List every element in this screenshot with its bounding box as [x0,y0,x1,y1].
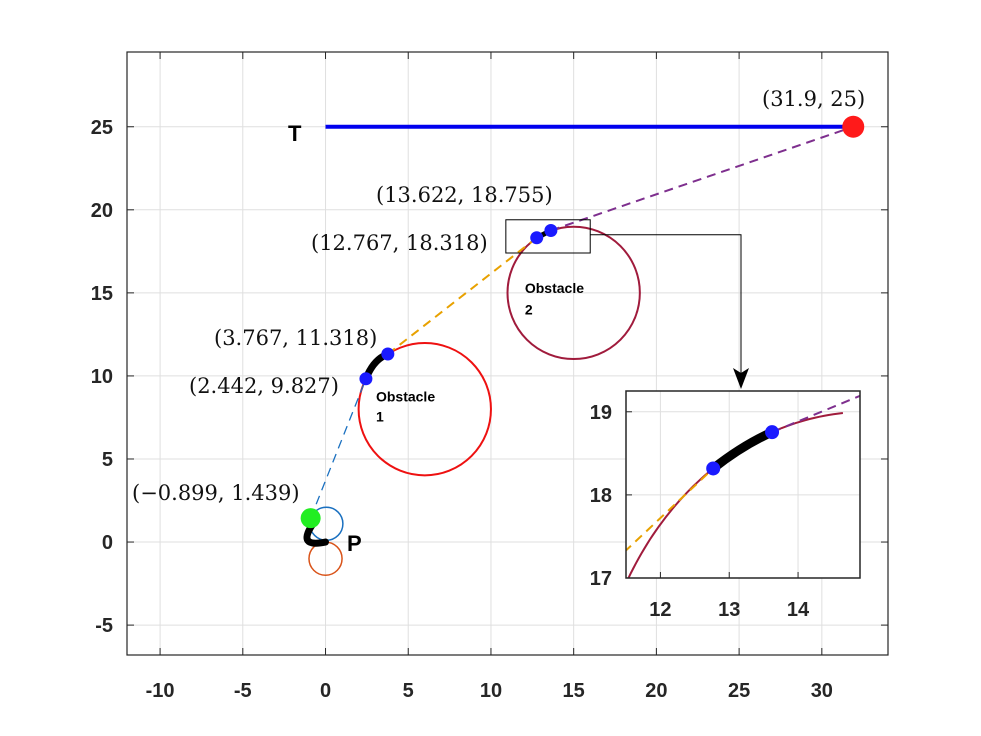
inset-y-tick-label-0: 17 [590,568,612,590]
obstacle-2-label: Obstacle [525,280,584,296]
key-point-4 [544,223,558,237]
zoom-arrow-head [733,368,749,389]
obstacle-1-label: Obstacle [376,389,435,405]
key-point-3-label: (12.767, 18.318) [311,231,488,255]
zoom-box [505,219,591,254]
path-segment-2 [387,236,538,355]
x-tick-label-2: 0 [320,680,331,702]
y-tick-label-5: 20 [91,200,113,222]
x-tick-label-4: 10 [480,680,502,702]
start-point-label: (−0.899, 1.439) [132,481,300,505]
inset-y-tick-label-2: 19 [590,402,612,424]
key-point-1-label: (2.442, 9.827) [189,374,339,398]
x-tick-label-6: 20 [645,680,667,702]
key-point-3 [530,231,544,245]
key-point-4-label: (13.622, 18.755) [376,183,553,207]
y-tick-label-3: 10 [91,366,113,388]
x-tick-label-7: 25 [728,680,750,702]
inset-x-tick-label-0: 12 [649,599,671,621]
y-tick-label-6: 25 [91,117,113,139]
inset-segment-3 [771,394,860,434]
inset-border [625,390,861,579]
key-point-2 [381,347,395,361]
x-tick-label-5: 15 [563,680,585,702]
y-tick-label-4: 15 [91,283,113,305]
target-point-label: (31.9, 25) [762,87,865,111]
inset-axes: 12 13 14 17 18 19 [590,390,861,621]
inset-x-tick-label-1: 13 [718,599,740,621]
inset-key-point-4 [765,425,780,440]
inset-key-point-3 [706,461,721,476]
axes-border [126,51,889,656]
pursuer-label: P [347,531,362,556]
path-segment-3 [550,125,854,232]
target-point [842,115,865,138]
inset-content [626,394,860,578]
x-tick-label-1: -5 [234,680,252,702]
y-tick-label-2: 5 [102,449,113,471]
x-tick-label-3: 5 [403,680,414,702]
obstacle-1-number: 1 [376,409,384,425]
y-tick-label-0: -5 [95,615,113,637]
start-point [300,508,321,529]
key-point-1 [359,372,373,386]
inset-x-tick-label-2: 14 [787,599,810,621]
zoom-connector [590,234,742,377]
inset-background [626,391,860,578]
y-tick-label-1: 0 [102,532,113,554]
x-tick-label-0: -10 [146,680,175,702]
x-tick-label-8: 30 [811,680,833,702]
inset-segment-2 [626,467,714,552]
obstacle-2-circle [506,225,641,361]
obstacle-2-number: 2 [525,301,533,317]
key-point-2-label: (3.767, 11.318) [214,326,377,350]
target-label: T [288,121,302,146]
path-segment-1 [310,378,367,519]
obstacle-1-circle [357,341,492,477]
inset-y-tick-label-1: 18 [590,485,612,507]
